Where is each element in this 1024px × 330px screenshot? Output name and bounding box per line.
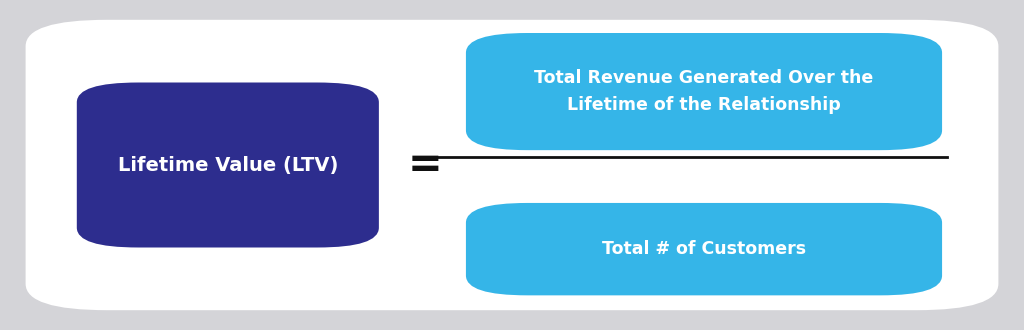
Text: Total # of Customers: Total # of Customers [602, 240, 806, 258]
Text: =: = [408, 144, 442, 186]
Text: Total Revenue Generated Over the
Lifetime of the Relationship: Total Revenue Generated Over the Lifetim… [535, 69, 873, 114]
FancyBboxPatch shape [26, 20, 998, 310]
FancyBboxPatch shape [466, 33, 942, 150]
FancyBboxPatch shape [77, 82, 379, 248]
FancyBboxPatch shape [466, 203, 942, 295]
Text: Lifetime Value (LTV): Lifetime Value (LTV) [118, 155, 338, 175]
